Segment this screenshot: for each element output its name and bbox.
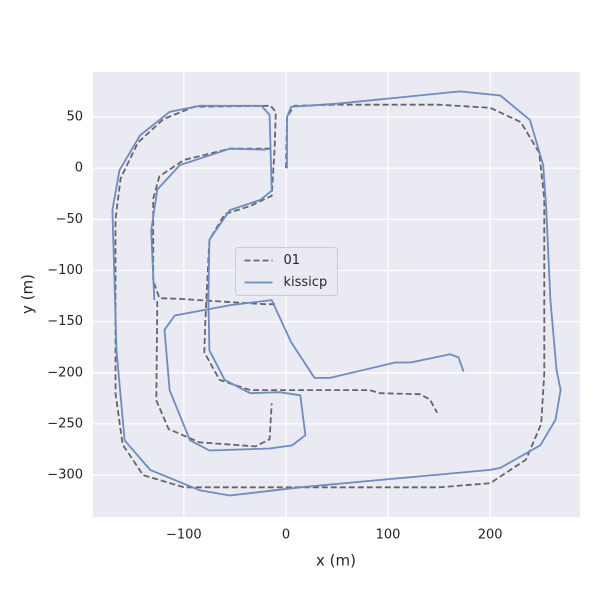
y-tick-label: −50 xyxy=(56,212,83,227)
x-axis-label: x (m) xyxy=(316,552,356,570)
y-tick-label: 0 xyxy=(75,161,83,176)
y-tick-label: −200 xyxy=(47,365,83,380)
x-tick-label: −100 xyxy=(166,528,202,543)
y-tick-label: −150 xyxy=(47,314,83,329)
y-tick-label: −100 xyxy=(47,263,83,278)
trajectory-line xyxy=(111,90,562,497)
y-tick-label: 50 xyxy=(66,110,83,125)
x-tick-label: 0 xyxy=(282,528,290,543)
trajectory-line xyxy=(114,103,546,489)
legend-label: kissicp xyxy=(284,275,328,290)
x-tick-label: 100 xyxy=(376,528,401,543)
y-tick-label: −300 xyxy=(47,468,83,483)
legend-box xyxy=(235,247,338,296)
plot-area xyxy=(111,90,562,497)
legend: 01 kissicp xyxy=(235,247,338,296)
x-tick-label: 200 xyxy=(478,528,503,543)
y-axis-label: y (m) xyxy=(19,274,37,314)
legend-label: 01 xyxy=(284,253,301,268)
y-tick-label: −250 xyxy=(47,416,83,431)
